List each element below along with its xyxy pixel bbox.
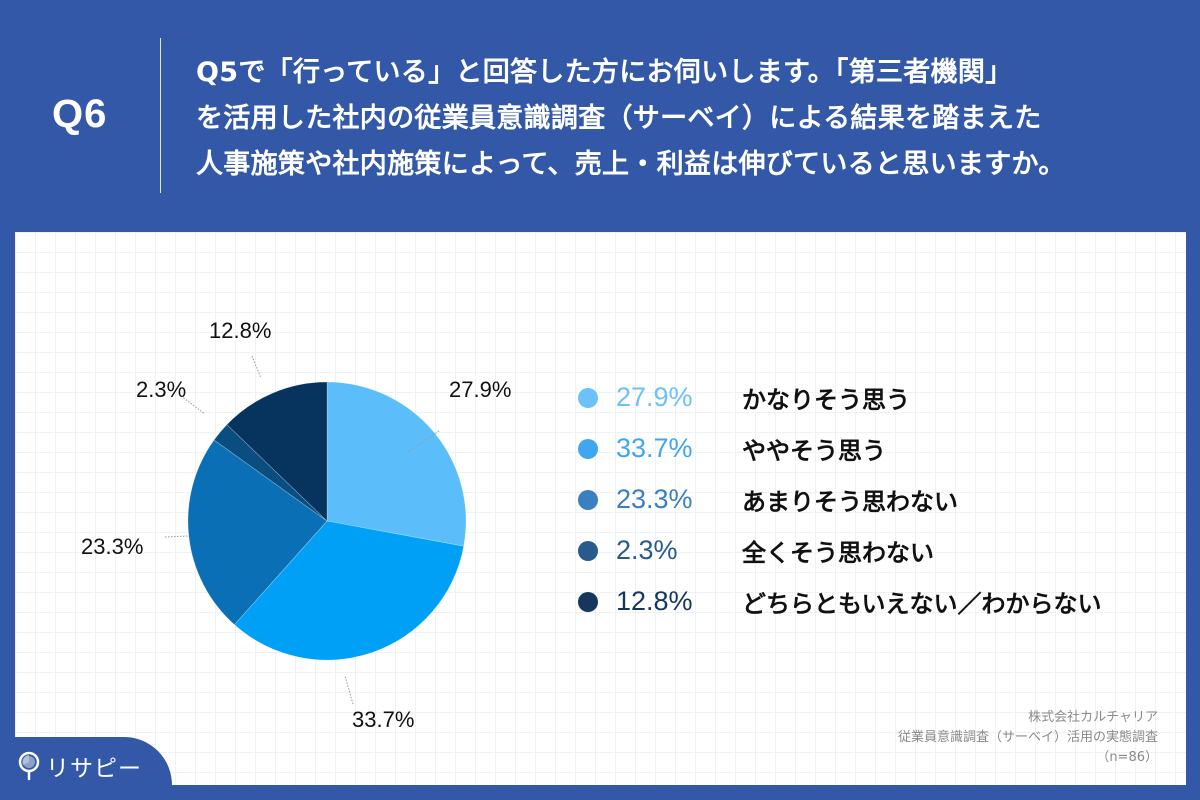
legend-dot-icon [578, 489, 598, 510]
leader-line [407, 430, 440, 453]
pie-slice [213, 424, 328, 522]
legend-label: あまりそう思わない [742, 488, 958, 516]
pie-label-neutral: 12.8% [209, 318, 272, 343]
logo-tab [0, 737, 172, 800]
pie-label-somewhat-agree: 33.7% [352, 707, 415, 732]
legend-percent: 23.3% [616, 484, 693, 514]
pie-label-strongly-disagree: 2.3% [136, 377, 187, 402]
question-number: Q6 [52, 92, 108, 136]
legend-item: 23.3% あまりそう思わない [578, 474, 1102, 525]
question-header: Q6 Q5で「行っている」と回答した方にお伺いします。「第三者機関」 を活用した… [0, 0, 1200, 232]
pie-slice [234, 520, 465, 661]
logo-text: リサピー [46, 756, 142, 782]
legend-dot-icon [578, 387, 598, 408]
chart-panel: 27.9% 33.7% 23.3% 2.3% 12.8% 27.9% かなりそう… [15, 232, 1186, 785]
question-text: Q5で「行っている」と回答した方にお伺いします。「第三者機関」 を活用した社内の… [196, 50, 1186, 188]
leader-line [251, 355, 262, 379]
pie-slice [226, 381, 328, 522]
pin-logo-icon [18, 751, 40, 781]
leader-line [180, 395, 206, 415]
legend-percent: 27.9% [616, 382, 693, 412]
pie-chart [164, 355, 467, 705]
legend-percent: 33.7% [616, 433, 693, 463]
source-sample-size: （n=86） [1096, 750, 1158, 765]
pie-slice [326, 381, 467, 547]
pie-slice [187, 439, 328, 626]
legend-label: かなりそう思う [742, 386, 910, 414]
question-line: 人事施策や社内施策によって、売上・利益は伸びていると思いますか。 [196, 149, 1066, 180]
legend-dot-icon [578, 540, 598, 561]
legend-label: 全くそう思わない [742, 539, 934, 567]
question-line: を活用した社内の従業員意識調査（サーベイ）による結果を踏まえた [196, 103, 1042, 134]
leader-line [164, 535, 189, 538]
header-divider [160, 38, 161, 193]
source-note: 株式会社カルチャリア 従業員意識調査（サーベイ）活用の実態調査 （n=86） [898, 708, 1158, 768]
legend-dot-icon [578, 591, 598, 612]
legend-percent: 2.3% [616, 535, 678, 565]
brand-logo: リサピー [18, 749, 142, 783]
question-line: Q5で「行っている」と回答した方にお伺いします。「第三者機関」 [196, 57, 1013, 88]
pie-label-strongly-agree: 27.9% [449, 377, 512, 402]
chart-legend: 27.9% かなりそう思う 33.7% ややそう思う 23.3% あまりそう思わ… [578, 372, 1102, 627]
legend-item: 27.9% かなりそう思う [578, 372, 1102, 423]
source-survey: 従業員意識調査（サーベイ）活用の実態調査 [897, 730, 1158, 745]
legend-item: 33.7% ややそう思う [578, 423, 1102, 474]
legend-label: どちらともいえない／わからない [742, 590, 1102, 618]
legend-percent: 12.8% [616, 586, 693, 616]
legend-item: 12.8% どちらともいえない／わからない [578, 576, 1102, 627]
legend-item: 2.3% 全くそう思わない [578, 525, 1102, 576]
legend-label: ややそう思う [742, 437, 886, 465]
legend-dot-icon [578, 438, 598, 459]
pie-label-somewhat-disagree: 23.3% [81, 534, 144, 559]
source-company: 株式会社カルチャリア [1028, 710, 1158, 725]
leader-line [344, 675, 354, 705]
